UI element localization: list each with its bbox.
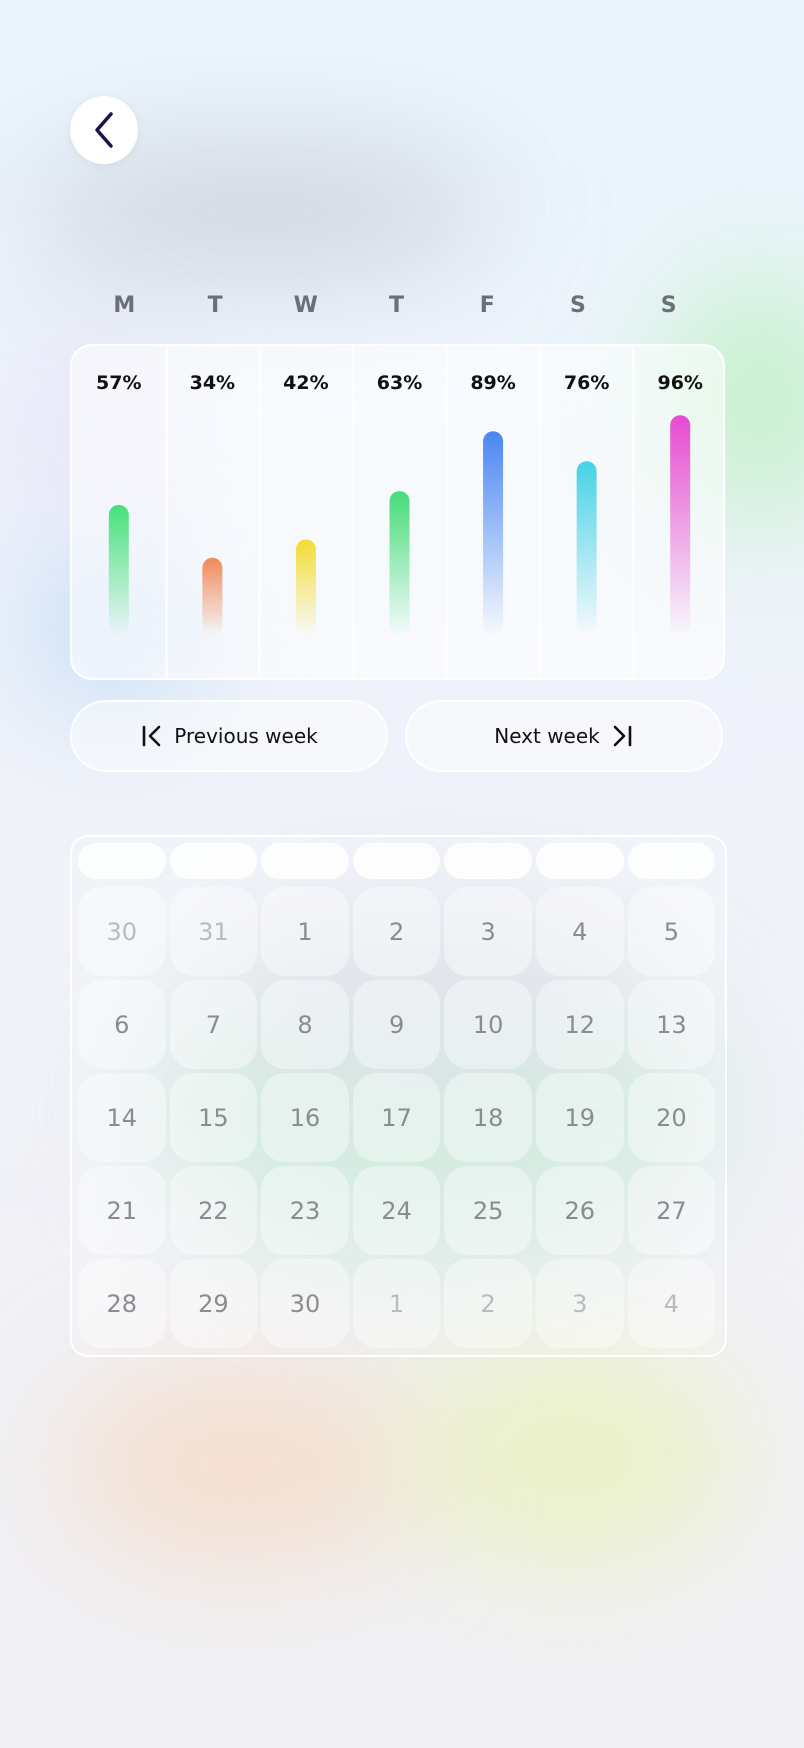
calendar-day[interactable]: 17 xyxy=(352,1073,441,1162)
calendar-day-outside-month[interactable]: 2 xyxy=(444,1259,532,1348)
calendar-day[interactable]: 24 xyxy=(352,1166,441,1255)
chart-bar xyxy=(670,415,691,636)
chart-bar xyxy=(202,557,223,636)
weekday-label: S xyxy=(570,293,586,318)
skip-next-icon xyxy=(610,724,634,748)
chart-bar xyxy=(483,431,504,636)
calendar-weekday-pill xyxy=(444,843,532,879)
calendar-day[interactable]: 5 xyxy=(627,887,716,976)
weekday-label: T xyxy=(389,293,405,318)
calendar-day[interactable]: 12 xyxy=(535,980,624,1069)
chart-value-label: 42% xyxy=(283,372,328,394)
calendar-day[interactable]: 15 xyxy=(169,1073,258,1162)
skip-previous-icon xyxy=(140,724,164,748)
calendar-day[interactable]: 4 xyxy=(535,887,624,976)
calendar-weekday-pill xyxy=(627,843,716,879)
calendar-weekday-pill xyxy=(261,843,349,879)
calendar-weekday-pill xyxy=(535,843,624,879)
chart-value-label: 76% xyxy=(564,372,609,394)
calendar-day[interactable]: 22 xyxy=(169,1166,258,1255)
weekday-label: T xyxy=(207,293,223,318)
next-week-label: Next week xyxy=(494,724,600,748)
calendar-day[interactable]: 9 xyxy=(352,980,441,1069)
calendar-day-outside-month[interactable]: 1 xyxy=(352,1259,441,1348)
calendar-day[interactable]: 7 xyxy=(169,980,258,1069)
calendar-day[interactable]: 18 xyxy=(444,1073,532,1162)
calendar-day[interactable]: 8 xyxy=(261,980,349,1069)
calendar-day[interactable]: 2 xyxy=(352,887,441,976)
chart-bar xyxy=(295,539,316,636)
chart-bar xyxy=(389,491,410,636)
calendar-weekday-pill xyxy=(78,843,166,879)
calendar-day[interactable]: 19 xyxy=(535,1073,624,1162)
chevron-left-icon xyxy=(95,112,113,148)
weekday-label: W xyxy=(293,293,318,318)
calendar-day[interactable]: 20 xyxy=(627,1073,716,1162)
calendar-day[interactable]: 1 xyxy=(261,887,349,976)
calendar-day[interactable]: 14 xyxy=(78,1073,166,1162)
calendar-day[interactable]: 10 xyxy=(444,980,532,1069)
calendar-day[interactable]: 13 xyxy=(627,980,716,1069)
weekday-label: S xyxy=(660,293,677,318)
chart-value-label: 96% xyxy=(657,372,702,394)
calendar-day[interactable]: 28 xyxy=(78,1259,166,1348)
calendar-day[interactable]: 29 xyxy=(169,1259,258,1348)
weekly-progress-chart: 57% 34% 42% 63% 89% 76% 96% xyxy=(70,344,725,680)
chart-bar xyxy=(576,461,597,636)
next-week-button[interactable]: Next week xyxy=(405,700,723,772)
calendar-day[interactable]: 6 xyxy=(78,980,166,1069)
previous-week-button[interactable]: Previous week xyxy=(70,700,388,772)
previous-week-label: Previous week xyxy=(174,724,318,748)
back-button[interactable] xyxy=(70,96,138,164)
month-calendar: 30 31 1 2 3 4 5 6 7 8 9 10 12 13 14 15 16 17 18 19 20 21 22 23 2… xyxy=(70,835,727,1357)
calendar-day-outside-month[interactable]: 4 xyxy=(627,1259,716,1348)
chart-bar xyxy=(108,504,129,636)
calendar-day[interactable]: 27 xyxy=(627,1166,716,1255)
calendar-day[interactable]: 3 xyxy=(444,887,532,976)
calendar-day-grid: 30 31 1 2 3 4 5 6 7 8 9 10 12 13 14 15 16 17 18 19 20 21 22 23 2… xyxy=(78,887,716,1348)
calendar-day[interactable]: 16 xyxy=(261,1073,349,1162)
calendar-weekday-pill xyxy=(169,843,258,879)
chart-value-label: 57% xyxy=(96,372,141,394)
chart-value-label: 34% xyxy=(190,372,235,394)
calendar-day-outside-month[interactable]: 30 xyxy=(78,887,166,976)
calendar-weekday-row xyxy=(78,843,716,879)
calendar-day[interactable]: 26 xyxy=(535,1166,624,1255)
calendar-weekday-pill xyxy=(352,843,441,879)
weekday-label: F xyxy=(479,293,495,318)
calendar-day[interactable]: 23 xyxy=(261,1166,349,1255)
calendar-day-outside-month[interactable]: 3 xyxy=(535,1259,624,1348)
weekday-header: M T W T F S S xyxy=(79,290,714,322)
chart-value-label: 89% xyxy=(470,372,515,394)
calendar-day[interactable]: 25 xyxy=(444,1166,532,1255)
calendar-day-outside-month[interactable]: 31 xyxy=(169,887,258,976)
weekday-label: M xyxy=(113,293,136,318)
calendar-day[interactable]: 30 xyxy=(261,1259,349,1348)
calendar-day[interactable]: 21 xyxy=(78,1166,166,1255)
chart-value-label: 63% xyxy=(377,372,422,394)
chart-svg: 57% 34% 42% 63% 89% 76% 96% xyxy=(96,346,703,678)
